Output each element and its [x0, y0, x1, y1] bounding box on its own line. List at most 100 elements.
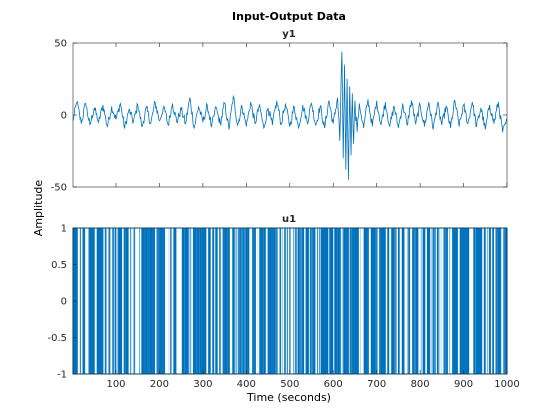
u1-gap [501, 228, 504, 374]
u1-gap [78, 228, 80, 374]
u1-gap [333, 228, 335, 374]
u1-gap [189, 228, 191, 374]
u1-gap [457, 228, 460, 374]
x-tick-label: 400 [237, 379, 256, 390]
u1-gap [85, 228, 87, 374]
u1-gap [490, 228, 492, 374]
u1-gap [256, 228, 258, 374]
x-tick-label: 900 [454, 379, 473, 390]
u1-gap [86, 228, 89, 374]
u1-gap [328, 228, 330, 374]
u1-gap [389, 228, 391, 374]
x-tick-label: 200 [150, 379, 169, 390]
u1-gap [281, 228, 283, 374]
y-tick-label: -1 [57, 370, 67, 381]
series-u1 [72, 227, 508, 375]
u1-gap [165, 228, 167, 374]
u1-gap [435, 228, 437, 374]
u1-gap [166, 228, 169, 374]
x-tick-label: 800 [411, 379, 430, 390]
u1-gap [220, 228, 223, 374]
u1-gap [404, 228, 407, 374]
u1-gap [342, 228, 344, 374]
u1-gap [106, 228, 109, 374]
u1-gap [318, 228, 319, 374]
u1-gap [359, 228, 361, 374]
u1-gap [290, 228, 292, 374]
u1-gap [95, 228, 97, 374]
u1-gap [251, 228, 253, 374]
u1-gap [410, 228, 413, 374]
u1-gap [132, 228, 134, 374]
u1-gap [136, 228, 139, 374]
u1-gap [103, 228, 105, 374]
u1-gap [257, 228, 260, 374]
u1-gap [421, 228, 423, 374]
u1-gap [419, 228, 421, 374]
subplot-title-u1: u1 [282, 214, 296, 225]
u1-gap [368, 228, 371, 374]
u1-gap [191, 228, 193, 374]
u1-gap [304, 228, 306, 374]
u1-gap [296, 228, 298, 374]
y-ticks-y1: -50 0 50 [51, 39, 507, 194]
u1-gap [129, 228, 131, 374]
u1-gap [214, 228, 216, 374]
u1-gap [131, 228, 132, 374]
u1-gap [171, 228, 174, 374]
u1-gap [418, 228, 420, 374]
u1-gap [110, 228, 113, 374]
u1-gap [450, 228, 452, 374]
u1-gap [341, 228, 342, 374]
u1-gap [482, 228, 484, 374]
u1-gap [113, 228, 115, 374]
u1-gap [229, 228, 231, 374]
y-tick-label: -0.5 [47, 333, 67, 344]
u1-gap [348, 228, 350, 374]
u1-gap [470, 228, 472, 374]
u1-gap [304, 228, 305, 374]
axes-u1[interactable]: u1 -1 -0.5 0 0.5 1 100 200 300 400 500 600 700 800 9… [47, 214, 519, 390]
x-tick-label: 100 [106, 379, 125, 390]
axes-y1[interactable]: y1 -50 0 50 [51, 29, 508, 194]
x-tick-label: 300 [193, 379, 212, 390]
u1-gap [168, 228, 170, 374]
u1-gap [493, 228, 495, 374]
u1-gap [217, 228, 220, 374]
u1-gap [319, 228, 321, 374]
x-tick-label: 500 [280, 379, 299, 390]
axes-box-y1 [72, 42, 508, 188]
u1-gap [487, 228, 489, 374]
x-tick-label: 600 [324, 379, 343, 390]
u1-gap [180, 228, 182, 374]
u1-gap [155, 228, 157, 374]
u1-gap [440, 228, 442, 374]
y-tick-label: -50 [51, 183, 67, 194]
u1-gap [237, 228, 238, 374]
u1-gap [206, 228, 209, 374]
u1-gap [361, 228, 364, 374]
u1-gap [396, 228, 398, 374]
figure-title: Input-Output Data [232, 10, 346, 23]
u1-gap [177, 228, 180, 374]
u1-gap [438, 228, 440, 374]
y-tick-label: 0.5 [51, 260, 67, 271]
y-ticks-u1: -1 -0.5 0 0.5 1 [47, 224, 77, 381]
y-tick-label: 0 [61, 111, 67, 122]
u1-gap [294, 228, 295, 374]
u1-gap [494, 228, 496, 374]
u1-gap [431, 228, 433, 374]
u1-gap [138, 228, 140, 374]
y-tick-label: 1 [61, 224, 67, 235]
u1-gap [385, 228, 388, 374]
u1-gap [315, 228, 318, 374]
series-y1 [72, 51, 508, 180]
u1-gap [288, 228, 290, 374]
subplot-title-y1: y1 [282, 29, 296, 40]
u1-gap [211, 228, 213, 374]
u1-gap [441, 228, 444, 374]
u1-gap [139, 228, 142, 374]
u1-gap [235, 228, 237, 374]
u1-gap [176, 228, 178, 374]
